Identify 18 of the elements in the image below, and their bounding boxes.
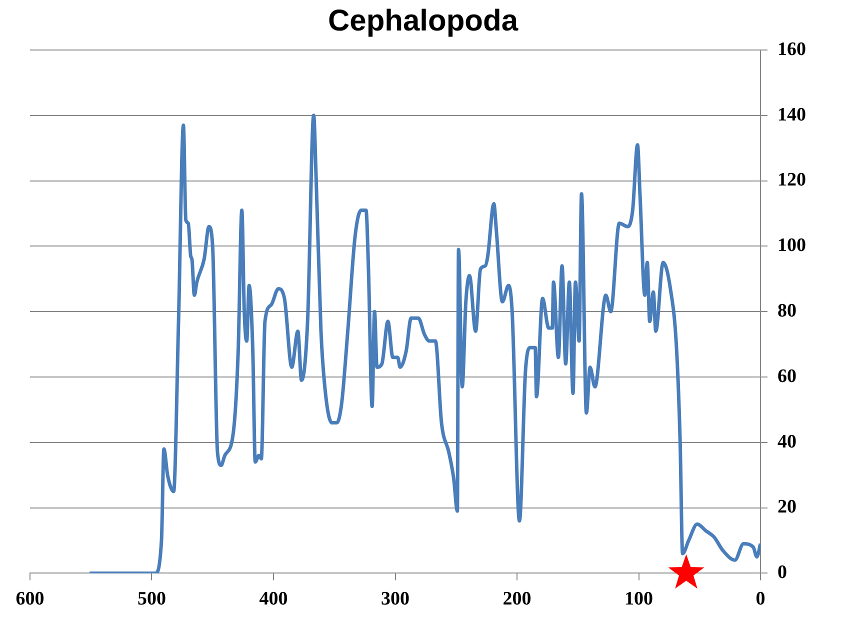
y-tick-label: 0 <box>778 562 787 584</box>
x-tick-label: 400 <box>259 588 288 610</box>
chart-title: Cephalopoda <box>328 4 518 38</box>
y-tick-label: 40 <box>778 431 796 452</box>
x-tick-label: 300 <box>381 588 410 610</box>
x-tick-label: 200 <box>502 588 532 610</box>
y-tick-label: 120 <box>778 170 806 191</box>
y-tick-label: 20 <box>778 496 796 518</box>
x-tick-label: 600 <box>16 588 44 610</box>
y-tick-label: 100 <box>778 235 806 256</box>
y-tick-label: 140 <box>778 104 806 126</box>
y-tick-label: 160 <box>778 38 806 60</box>
y-tick-label: 80 <box>778 300 796 322</box>
line-series <box>88 114 760 574</box>
x-tick-label: 500 <box>138 588 166 610</box>
y-tick-label: 60 <box>778 366 796 387</box>
x-tick-label: 100 <box>624 588 653 610</box>
x-tick-label: 0 <box>756 588 766 610</box>
